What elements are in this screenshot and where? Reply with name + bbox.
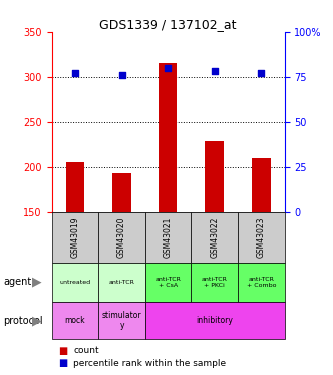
Text: anti-TCR
+ Combo: anti-TCR + Combo <box>247 277 276 288</box>
Point <box>119 72 124 78</box>
Bar <box>205 141 224 212</box>
Title: GDS1339 / 137102_at: GDS1339 / 137102_at <box>100 18 237 31</box>
Text: ▶: ▶ <box>32 276 41 289</box>
Text: GSM43021: GSM43021 <box>164 216 173 258</box>
Bar <box>252 158 271 212</box>
Text: untreated: untreated <box>59 280 91 285</box>
Bar <box>66 162 84 212</box>
Text: anti-TCR
+ CsA: anti-TCR + CsA <box>155 277 181 288</box>
Text: ■: ■ <box>58 346 68 355</box>
Bar <box>159 63 177 212</box>
Text: anti-TCR
+ PKCi: anti-TCR + PKCi <box>202 277 228 288</box>
Text: count: count <box>73 346 99 355</box>
Text: mock: mock <box>65 316 85 325</box>
Text: inhibitory: inhibitory <box>196 316 233 325</box>
Text: stimulator
y: stimulator y <box>102 311 141 330</box>
Text: GSM43022: GSM43022 <box>210 216 219 258</box>
Text: ▶: ▶ <box>32 314 41 327</box>
Point <box>72 70 78 76</box>
Text: protocol: protocol <box>3 316 43 326</box>
Text: agent: agent <box>3 277 32 287</box>
Text: anti-TCR: anti-TCR <box>109 280 135 285</box>
Point <box>259 70 264 76</box>
Point <box>166 65 171 71</box>
Bar <box>112 173 131 212</box>
Text: GSM43020: GSM43020 <box>117 216 126 258</box>
Text: ■: ■ <box>58 358 68 368</box>
Text: GSM43019: GSM43019 <box>70 216 80 258</box>
Point <box>212 69 217 75</box>
Text: percentile rank within the sample: percentile rank within the sample <box>73 358 226 368</box>
Text: GSM43023: GSM43023 <box>257 216 266 258</box>
